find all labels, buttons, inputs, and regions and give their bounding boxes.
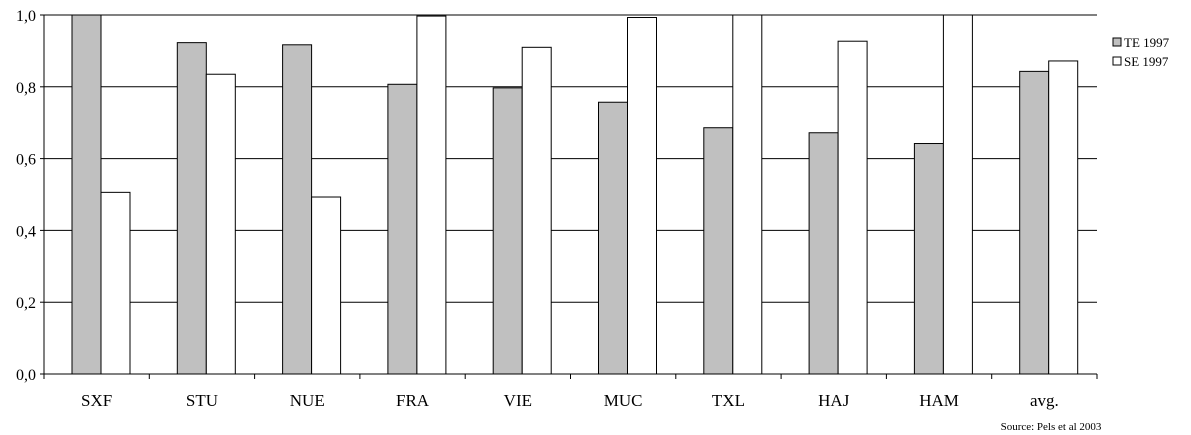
bar-se-1997-haj xyxy=(837,40,868,375)
bar-se-1997-stu xyxy=(205,73,236,375)
bar-te-1997-txl xyxy=(703,127,734,375)
y-tick-label: 0,2 xyxy=(16,295,36,312)
legend: TE 1997 SE 1997 xyxy=(1112,35,1170,69)
bar-te-1997-vie xyxy=(492,87,523,375)
bar-se-1997-ham xyxy=(942,14,973,375)
bar-te-1997-avg xyxy=(1019,70,1050,375)
legend-swatch xyxy=(1112,56,1122,66)
bar-te-1997-fra xyxy=(387,83,418,375)
bar-se-1997-nue xyxy=(311,196,342,375)
x-category-label: avg. xyxy=(1030,391,1059,410)
bar-te-1997-stu xyxy=(176,42,207,375)
y-tick-label: 1,0 xyxy=(16,8,36,25)
bar-te-1997-nue xyxy=(282,44,313,375)
y-tick-label: 0,6 xyxy=(16,152,36,169)
y-tick-label: 0,0 xyxy=(16,367,36,384)
y-tick-label: 0,8 xyxy=(16,80,36,97)
x-category-label: HAJ xyxy=(818,391,850,410)
legend-swatch xyxy=(1112,37,1122,47)
x-category-label: NUE xyxy=(290,391,325,410)
x-category-label: FRA xyxy=(396,391,430,410)
bar-te-1997-sxf xyxy=(71,14,102,375)
bars xyxy=(71,14,1079,375)
bar-se-1997-vie xyxy=(521,46,552,375)
bar-te-1997-muc xyxy=(598,101,628,375)
x-category-label: VIE xyxy=(504,391,532,410)
legend-label: TE 1997 xyxy=(1124,35,1170,50)
x-category-label: HAM xyxy=(919,391,959,410)
bar-se-1997-sxf xyxy=(100,191,131,375)
source-note: Source: Pels et al 2003 xyxy=(1001,421,1102,433)
bar-se-1997-muc xyxy=(627,17,657,375)
bar-te-1997-haj xyxy=(808,132,839,375)
x-category-label: TXL xyxy=(712,391,745,410)
x-category-label: STU xyxy=(186,391,218,410)
x-category-label: SXF xyxy=(81,391,112,410)
legend-label: SE 1997 xyxy=(1124,54,1169,69)
y-tick-label: 0,4 xyxy=(16,223,36,240)
bar-se-1997-avg xyxy=(1048,60,1079,375)
bar-se-1997-txl xyxy=(732,14,763,375)
axes xyxy=(43,15,1098,379)
bar-se-1997-fra xyxy=(416,15,447,375)
x-axis-labels: SXF STU NUE FRA VIE MUC TXL HAJ HAM avg. xyxy=(81,391,1059,410)
bar-te-1997-ham xyxy=(913,143,944,375)
x-category-label: MUC xyxy=(604,391,643,410)
y-axis-ticks: 0,0 0,2 0,4 0,6 0,8 1,0 xyxy=(16,8,44,384)
